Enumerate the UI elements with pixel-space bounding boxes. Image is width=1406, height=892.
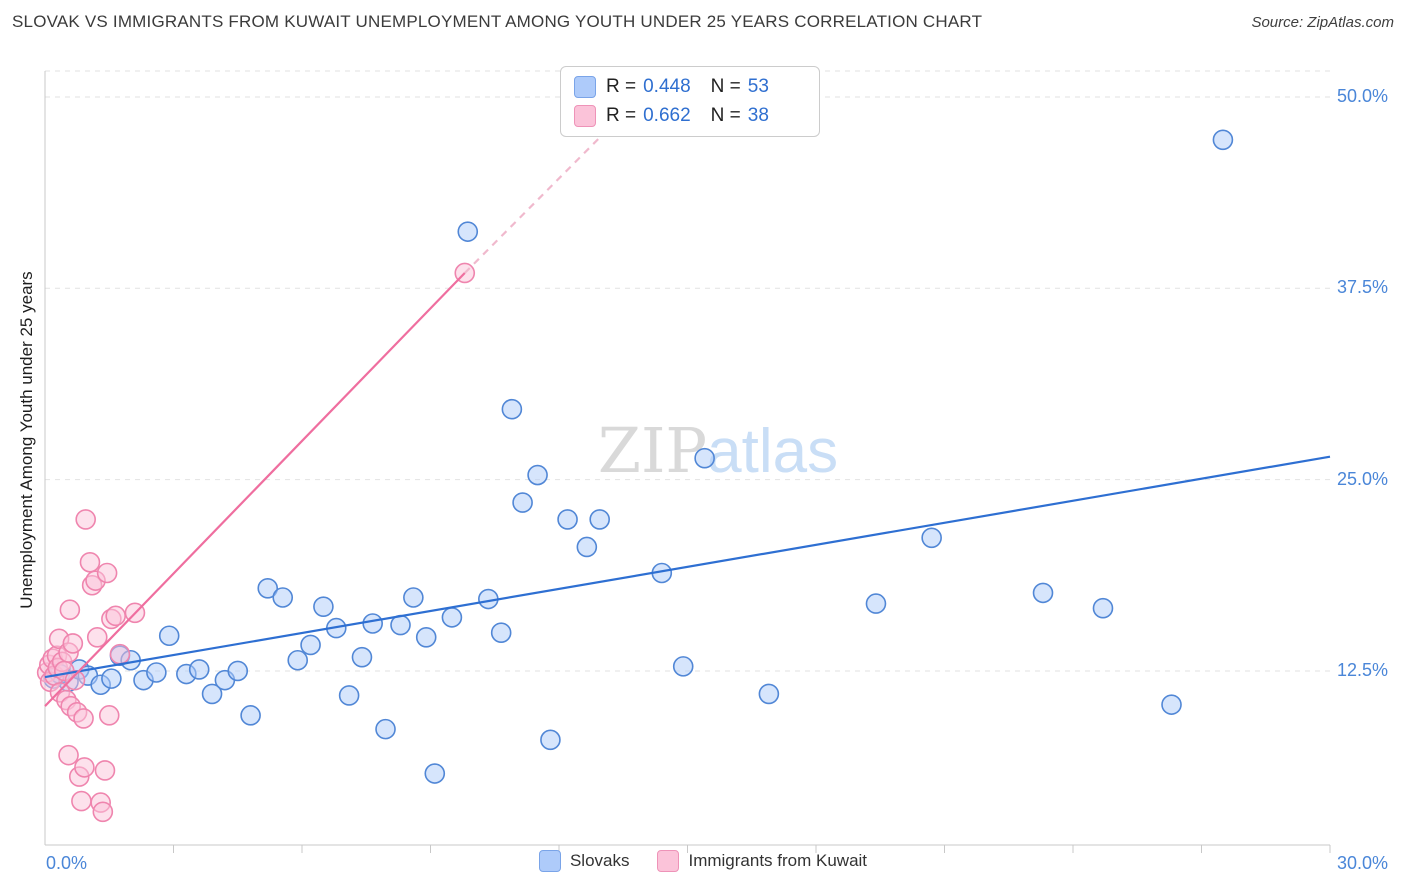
stats-row-slovaks: R = 0.448 N = 53: [574, 76, 806, 98]
scatter-point-immigrants-from-kuwait: [58, 744, 79, 766]
slovaks-series-swatch: [538, 850, 561, 872]
scatter-point-slovaks: [1161, 694, 1182, 715]
scatter-point-slovaks: [415, 626, 437, 648]
scatter-point-immigrants-from-kuwait: [109, 643, 131, 665]
n-value: 53: [747, 76, 769, 97]
slovaks-series-swatch: [574, 76, 596, 98]
scatter-point-slovaks: [540, 729, 561, 751]
scatter-point-slovaks: [227, 660, 249, 682]
scatter-point-slovaks: [272, 587, 294, 608]
scatter-point-slovaks: [1092, 597, 1114, 619]
scatter-point-slovaks: [375, 718, 396, 740]
scatter-point-slovaks: [921, 527, 942, 549]
trend-line-immigrants-from-kuwait: [44, 272, 466, 707]
r-label: R =: [606, 76, 637, 97]
legend-item-kuwait: Immigrants from Kuwait: [657, 850, 867, 872]
scatter-point-slovaks: [403, 587, 424, 608]
scatter-point-immigrants-from-kuwait: [86, 626, 108, 648]
scatter-point-immigrants-from-kuwait: [74, 757, 95, 778]
r-label: R =: [606, 105, 637, 126]
scatter-point-slovaks: [424, 763, 446, 784]
y-tick-label: 37.5%: [1337, 277, 1389, 297]
scatter-point-slovaks: [188, 659, 210, 680]
scatter-point-slovaks: [1212, 129, 1234, 151]
series-legend: Slovaks Immigrants from Kuwait: [0, 850, 1406, 872]
scatter-point-slovaks: [313, 596, 334, 617]
scatter-point-slovaks: [457, 221, 479, 242]
scatter-point-immigrants-from-kuwait: [92, 801, 114, 823]
scatter-point-immigrants-from-kuwait: [105, 605, 126, 627]
scatter-point-immigrants-from-kuwait: [64, 669, 86, 691]
page-title: SLOVAK VS IMMIGRANTS FROM KUWAIT UNEMPLO…: [12, 12, 983, 31]
scatter-point-slovaks: [672, 656, 694, 677]
scatter-point-immigrants-from-kuwait: [75, 509, 96, 530]
scatter-point-slovaks: [694, 447, 715, 469]
r-value: 0.662: [643, 105, 691, 126]
trend-line-slovaks: [44, 455, 1331, 679]
scatter-point-slovaks: [390, 614, 411, 636]
scatter-point-slovaks: [101, 668, 122, 689]
scatter-point-immigrants-from-kuwait: [79, 551, 101, 573]
scatter-point-slovaks: [490, 622, 512, 643]
scatter-point-slovaks: [338, 685, 360, 706]
scatter-point-slovaks: [865, 593, 887, 614]
scatter-point-immigrants-from-kuwait: [98, 705, 120, 726]
scatter-point-slovaks: [240, 705, 261, 726]
correlation-stats-legend: R = 0.448 N = 53 R = 0.662 N = 38: [560, 66, 820, 137]
x-axis-min-label: 0.0%: [46, 853, 88, 873]
source-attribution: Source: ZipAtlas.com: [1251, 14, 1394, 31]
scatter-point-slovaks: [158, 625, 180, 647]
scatter-point-immigrants-from-kuwait: [73, 708, 94, 729]
scatter-point-slovaks: [589, 509, 610, 530]
scatter-point-immigrants-from-kuwait: [71, 790, 92, 812]
scatter-point-immigrants-from-kuwait: [59, 599, 81, 621]
scatter-point-immigrants-from-kuwait: [96, 562, 118, 584]
n-label: N =: [710, 76, 741, 97]
scatter-point-slovaks: [512, 492, 533, 513]
scatter-point-slovaks: [527, 464, 548, 486]
scatter-point-slovaks: [758, 683, 780, 705]
n-label: N =: [710, 105, 741, 126]
kuwait-series-swatch: [657, 850, 680, 872]
scatter-point-slovaks: [441, 607, 463, 628]
scatter-point-slovaks: [501, 398, 523, 420]
x-axis-max-label: 30.0%: [1337, 853, 1389, 873]
scatter-point-slovaks: [201, 683, 223, 705]
r-value: 0.448: [643, 76, 691, 97]
scatter-point-slovaks: [362, 613, 383, 634]
legend-label: Immigrants from Kuwait: [688, 851, 868, 870]
scatter-point-slovaks: [287, 649, 309, 671]
scatter-point-immigrants-from-kuwait: [94, 760, 116, 781]
scatter-point-slovaks: [1032, 582, 1054, 604]
n-value: 38: [747, 105, 769, 126]
stats-row-kuwait: R = 0.662 N = 38: [574, 105, 806, 127]
legend-label: Slovaks: [569, 851, 630, 870]
kuwait-series-swatch: [574, 105, 596, 127]
scatter-point-slovaks: [257, 578, 279, 599]
scatter-point-slovaks: [576, 536, 598, 558]
scatter-point-slovaks: [146, 662, 167, 683]
scatter-point-slovaks: [300, 634, 321, 656]
zipatlas-watermark: ZIPatlas: [598, 414, 838, 487]
scatter-point-slovaks: [557, 509, 578, 530]
legend-item-slovaks: Slovaks: [538, 850, 630, 872]
y-tick-label: 50.0%: [1337, 86, 1389, 106]
y-tick-label: 12.5%: [1337, 660, 1389, 680]
scatter-point-immigrants-from-kuwait: [62, 633, 84, 654]
y-tick-label: 25.0%: [1337, 469, 1389, 489]
scatter-point-slovaks: [351, 646, 373, 668]
